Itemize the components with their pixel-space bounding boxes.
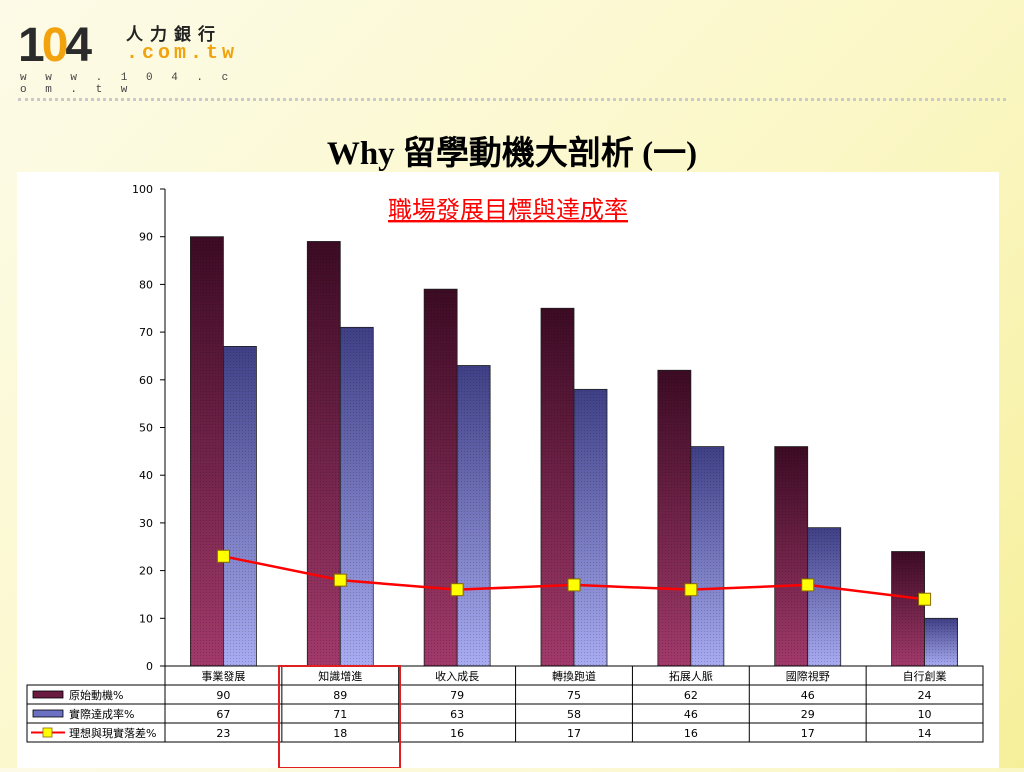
bar-texture <box>657 370 691 666</box>
table-value: 18 <box>333 727 347 740</box>
x-category-label: 拓展人脈 <box>669 669 713 683</box>
y-tick-label: 50 <box>139 422 153 435</box>
bar-texture <box>190 236 224 666</box>
table-value: 79 <box>450 689 464 702</box>
bar-texture <box>307 241 341 666</box>
table-value: 17 <box>567 727 581 740</box>
bar-texture <box>891 551 925 666</box>
bar-texture <box>924 618 958 666</box>
legend-key <box>42 727 53 738</box>
legend-label: 理想與現實落差% <box>69 726 156 740</box>
table-value: 75 <box>567 689 581 702</box>
y-tick-label: 30 <box>139 517 153 530</box>
chart-panel: 職場發展目標與達成率 0 10 20 30 40 50 60 70 80 90 100 事業發展 知識… <box>17 172 999 769</box>
chart-title: 職場發展目標與達成率 <box>388 196 628 224</box>
y-tick-label: 80 <box>139 278 153 291</box>
x-category-label: 自行創業 <box>903 669 947 683</box>
gap-marker <box>801 578 815 592</box>
table-value: 24 <box>918 689 932 702</box>
table-value: 46 <box>801 689 815 702</box>
company-logo: 104 人力銀行 .com.tw w w w . 1 0 4 . c o m .… <box>18 18 258 96</box>
y-tick-label: 20 <box>139 565 153 578</box>
x-category-label: 事業發展 <box>201 669 245 683</box>
gap-marker <box>333 573 347 587</box>
x-category-label: 國際視野 <box>786 669 830 683</box>
y-tick-label: 60 <box>139 374 153 387</box>
x-category-label: 收入成長 <box>435 669 479 683</box>
legend-key <box>32 690 64 699</box>
table-value: 58 <box>567 708 581 721</box>
gap-marker <box>567 578 581 592</box>
y-tick-label: 10 <box>139 612 153 625</box>
y-tick-label: 100 <box>132 183 153 196</box>
logo-url: w w w . 1 0 4 . c o m . t w <box>20 72 235 96</box>
y-tick-label: 0 <box>146 660 153 673</box>
y-tick-label: 40 <box>139 469 153 482</box>
table-value: 23 <box>216 727 230 740</box>
gap-marker <box>450 583 464 597</box>
x-category-label: 知識增進 <box>318 669 362 683</box>
logo-domain: .com.tw <box>126 42 239 65</box>
combo-chart: 職場發展目標與達成率 0 10 20 30 40 50 60 70 80 90 100 事業發展 知識… <box>26 183 984 769</box>
table-value: 29 <box>801 708 815 721</box>
table-value: 46 <box>684 708 698 721</box>
x-category-label: 轉換跑道 <box>552 669 596 683</box>
table-value: 14 <box>918 727 932 740</box>
table-border <box>26 684 984 743</box>
y-tick-label: 90 <box>139 231 153 244</box>
bar-texture <box>424 289 458 666</box>
y-tick-label: 70 <box>139 326 153 339</box>
table-value: 62 <box>684 689 698 702</box>
table-value: 16 <box>684 727 698 740</box>
gap-marker <box>918 592 932 606</box>
gap-marker <box>684 583 698 597</box>
bar-texture <box>774 446 808 666</box>
gap-marker <box>216 549 230 563</box>
table-value: 16 <box>450 727 464 740</box>
bar-texture <box>223 346 257 666</box>
bar-texture <box>457 365 491 666</box>
bar-texture <box>807 527 841 666</box>
bar-texture <box>340 327 374 666</box>
legend-label: 實際達成率% <box>69 707 134 721</box>
table-value: 17 <box>801 727 815 740</box>
bar-texture <box>574 389 607 666</box>
legend-key <box>32 709 64 718</box>
table-value: 90 <box>216 689 230 702</box>
table-value: 67 <box>216 708 230 721</box>
slide-title: Why 留學動機大剖析 (一) <box>326 136 698 172</box>
table-value: 89 <box>333 689 347 702</box>
bar-texture <box>541 308 574 666</box>
logo-number: 104 <box>18 19 92 72</box>
table-value: 63 <box>450 708 464 721</box>
logo-chinese-name: 人力銀行 <box>126 25 222 45</box>
table-value: 10 <box>918 708 932 721</box>
header-divider <box>18 98 1006 101</box>
legend-label: 原始動機% <box>69 688 123 702</box>
bar-texture <box>690 446 724 666</box>
table-value: 71 <box>333 708 347 721</box>
